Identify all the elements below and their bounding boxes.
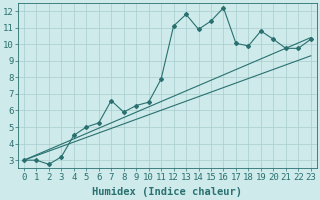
X-axis label: Humidex (Indice chaleur): Humidex (Indice chaleur): [92, 187, 242, 197]
